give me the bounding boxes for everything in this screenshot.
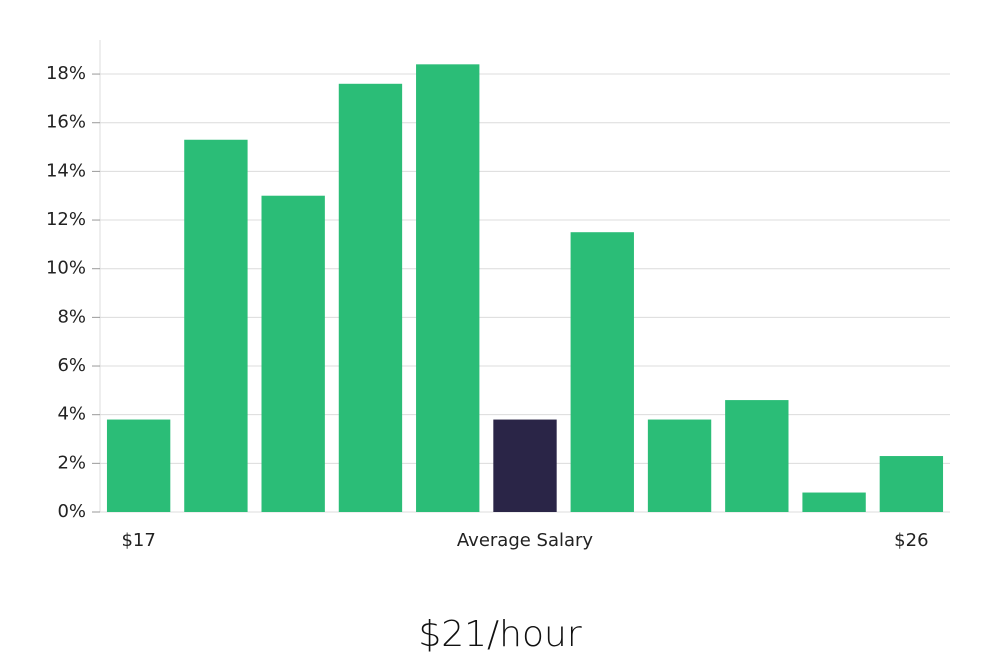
x-tick-label: Average Salary (457, 530, 594, 551)
bar (416, 64, 480, 512)
bar (725, 400, 789, 512)
bar (106, 419, 171, 512)
bar (261, 195, 325, 512)
y-tick-label: 16% (46, 112, 86, 133)
bar (879, 456, 944, 512)
y-tick-label: 10% (46, 258, 86, 279)
y-tick-label: 4% (57, 404, 86, 425)
y-tick-label: 18% (46, 63, 86, 84)
bar (802, 492, 866, 512)
x-tick-label: $17 (121, 530, 155, 551)
y-tick-label: 6% (57, 355, 86, 376)
x-tick-label: $26 (894, 530, 928, 551)
y-tick-label: 14% (46, 160, 86, 181)
bar (184, 139, 248, 513)
y-tick-label: 0% (57, 501, 86, 522)
y-tick-label: 2% (57, 452, 86, 473)
y-tick-label: 8% (57, 306, 86, 327)
bar (493, 419, 557, 512)
chart-subtitle: $21/hour (418, 614, 582, 655)
y-tick-label: 12% (46, 209, 86, 230)
bar (570, 232, 634, 513)
bar (338, 83, 403, 512)
bar (647, 419, 712, 512)
